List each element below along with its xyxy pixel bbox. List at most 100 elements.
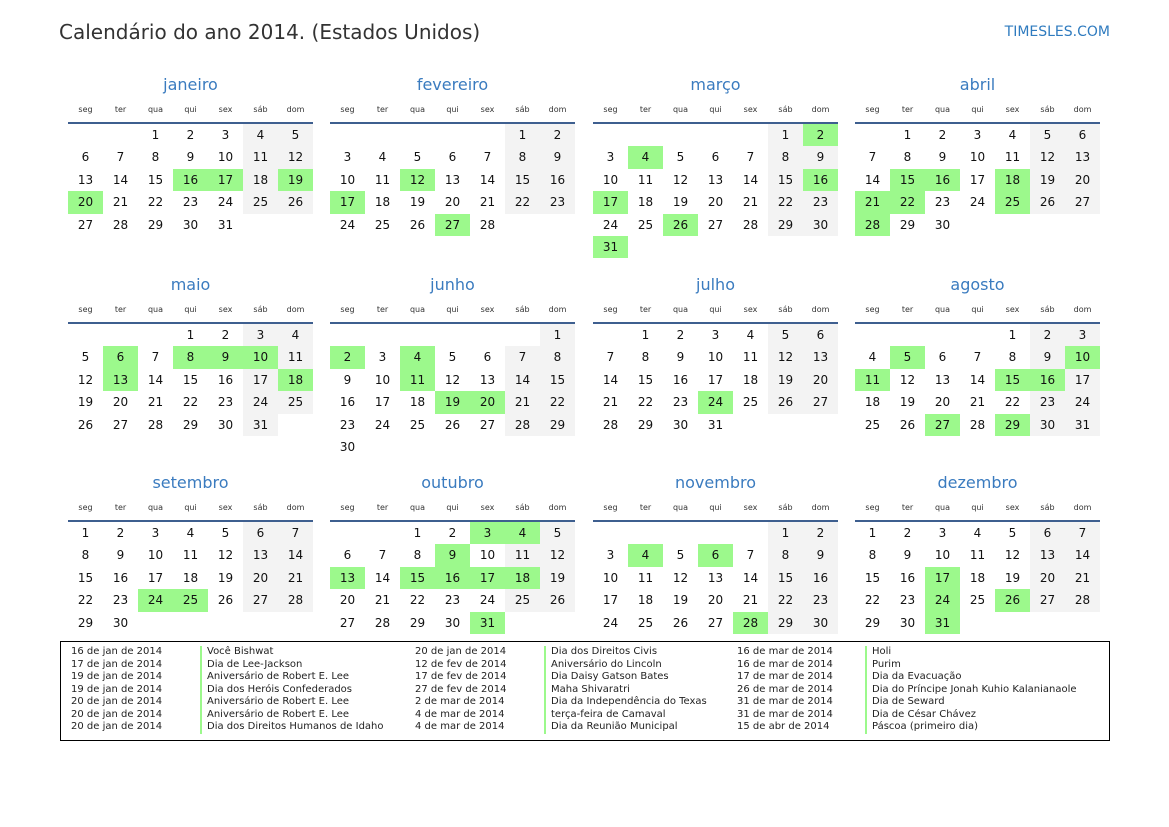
day-cell[interactable]: 20 xyxy=(444,195,461,210)
day-cell[interactable]: 23 xyxy=(803,191,838,214)
holiday-day-cell[interactable]: 16 xyxy=(925,168,960,192)
day-cell[interactable]: 22 xyxy=(1004,395,1021,410)
day-cell[interactable]: 28 xyxy=(479,217,496,232)
day-cell[interactable]: 12 xyxy=(1004,548,1021,563)
day-cell[interactable]: 18 xyxy=(864,395,881,410)
day-cell[interactable]: 18 xyxy=(637,195,654,210)
day-cell[interactable]: 6 xyxy=(243,522,278,545)
day-cell[interactable]: 9 xyxy=(116,548,125,563)
day-cell[interactable]: 1 xyxy=(868,526,877,540)
holiday-day-cell[interactable]: 12 xyxy=(400,168,435,192)
day-cell[interactable]: 1 xyxy=(151,128,160,142)
day-cell[interactable]: 11 xyxy=(243,146,278,169)
day-cell[interactable]: 13 xyxy=(444,172,461,187)
day-cell[interactable]: 7 xyxy=(746,150,755,165)
day-cell[interactable]: 23 xyxy=(934,195,951,210)
holiday-day-cell[interactable]: 10 xyxy=(243,346,278,369)
day-cell[interactable]: 18 xyxy=(409,395,426,410)
day-cell[interactable]: 21 xyxy=(479,195,496,210)
day-cell[interactable]: 9 xyxy=(186,150,195,165)
day-cell[interactable]: 13 xyxy=(707,172,724,187)
day-cell[interactable]: 10 xyxy=(602,172,619,187)
holiday-day-cell[interactable]: 21 xyxy=(855,191,890,214)
day-cell[interactable]: 23 xyxy=(182,195,199,210)
day-cell[interactable]: 23 xyxy=(217,395,234,410)
day-cell[interactable]: 29 xyxy=(182,417,199,432)
day-cell[interactable]: 9 xyxy=(540,146,575,169)
day-cell[interactable]: 7 xyxy=(868,150,877,165)
holiday-day-cell[interactable]: 26 xyxy=(663,213,698,236)
day-cell[interactable]: 26 xyxy=(768,391,803,414)
day-cell[interactable]: 16 xyxy=(112,570,129,585)
day-cell[interactable]: 4 xyxy=(746,328,755,342)
holiday-day-cell[interactable]: 26 xyxy=(995,589,1030,612)
day-cell[interactable]: 25 xyxy=(243,191,278,214)
day-cell[interactable]: 16 xyxy=(339,395,356,410)
holiday-day-cell[interactable]: 10 xyxy=(1065,346,1100,369)
day-cell[interactable]: 6 xyxy=(711,150,720,165)
day-cell[interactable]: 30 xyxy=(339,440,356,454)
day-cell[interactable]: 5 xyxy=(221,526,230,540)
day-cell[interactable]: 22 xyxy=(409,593,426,608)
day-cell[interactable]: 28 xyxy=(112,217,129,232)
day-cell[interactable]: 1 xyxy=(540,324,575,347)
day-cell[interactable]: 22 xyxy=(768,191,803,214)
day-cell[interactable]: 9 xyxy=(803,544,838,567)
day-cell[interactable]: 11 xyxy=(637,570,654,585)
day-cell[interactable]: 25 xyxy=(505,589,540,612)
day-cell[interactable]: 15 xyxy=(768,168,803,192)
day-cell[interactable]: 15 xyxy=(864,570,881,585)
holiday-day-cell[interactable]: 20 xyxy=(470,391,505,414)
day-cell[interactable]: 30 xyxy=(217,417,234,432)
day-cell[interactable]: 12 xyxy=(540,544,575,567)
day-cell[interactable]: 15 xyxy=(147,172,164,187)
day-cell[interactable]: 19 xyxy=(1004,570,1021,585)
day-cell[interactable]: 21 xyxy=(742,195,759,210)
holiday-day-cell[interactable]: 2 xyxy=(803,124,838,147)
day-cell[interactable]: 1 xyxy=(768,522,803,545)
day-cell[interactable]: 2 xyxy=(540,124,575,147)
day-cell[interactable]: 7 xyxy=(606,350,615,365)
day-cell[interactable]: 21 xyxy=(112,195,129,210)
day-cell[interactable]: 14 xyxy=(505,368,540,392)
day-cell[interactable]: 24 xyxy=(243,391,278,414)
day-cell[interactable]: 25 xyxy=(969,593,986,608)
day-cell[interactable]: 22 xyxy=(768,589,803,612)
day-cell[interactable]: 25 xyxy=(637,615,654,630)
holiday-day-cell[interactable]: 15 xyxy=(890,168,925,192)
holiday-day-cell[interactable]: 18 xyxy=(995,168,1030,192)
day-cell[interactable]: 22 xyxy=(505,191,540,214)
day-cell[interactable]: 10 xyxy=(479,548,496,563)
day-cell[interactable]: 12 xyxy=(672,172,689,187)
day-cell[interactable]: 31 xyxy=(1065,413,1100,436)
holiday-day-cell[interactable]: 6 xyxy=(103,346,138,369)
day-cell[interactable]: 14 xyxy=(479,172,496,187)
day-cell[interactable]: 11 xyxy=(374,172,391,187)
day-cell[interactable]: 11 xyxy=(742,350,759,365)
day-cell[interactable]: 5 xyxy=(448,350,457,365)
day-cell[interactable]: 5 xyxy=(768,324,803,347)
day-cell[interactable]: 23 xyxy=(672,395,689,410)
day-cell[interactable]: 28 xyxy=(147,417,164,432)
day-cell[interactable]: 15 xyxy=(768,566,803,590)
day-cell[interactable]: 20 xyxy=(707,195,724,210)
day-cell[interactable]: 9 xyxy=(938,150,947,165)
day-cell[interactable]: 30 xyxy=(803,611,838,634)
day-cell[interactable]: 3 xyxy=(711,328,720,342)
day-cell[interactable]: 25 xyxy=(374,217,391,232)
day-cell[interactable]: 14 xyxy=(969,372,986,387)
day-cell[interactable]: 21 xyxy=(505,391,540,414)
day-cell[interactable]: 23 xyxy=(444,593,461,608)
day-cell[interactable]: 3 xyxy=(243,324,278,347)
day-cell[interactable]: 16 xyxy=(217,372,234,387)
day-cell[interactable]: 7 xyxy=(116,150,125,165)
holiday-day-cell[interactable]: 16 xyxy=(803,168,838,192)
day-cell[interactable]: 25 xyxy=(864,417,881,432)
day-cell[interactable]: 8 xyxy=(413,548,422,563)
day-cell[interactable]: 15 xyxy=(505,168,540,192)
day-cell[interactable]: 19 xyxy=(899,395,916,410)
day-cell[interactable]: 14 xyxy=(742,570,759,585)
day-cell[interactable]: 3 xyxy=(343,150,352,165)
day-cell[interactable]: 5 xyxy=(278,124,313,147)
day-cell[interactable]: 13 xyxy=(77,172,94,187)
